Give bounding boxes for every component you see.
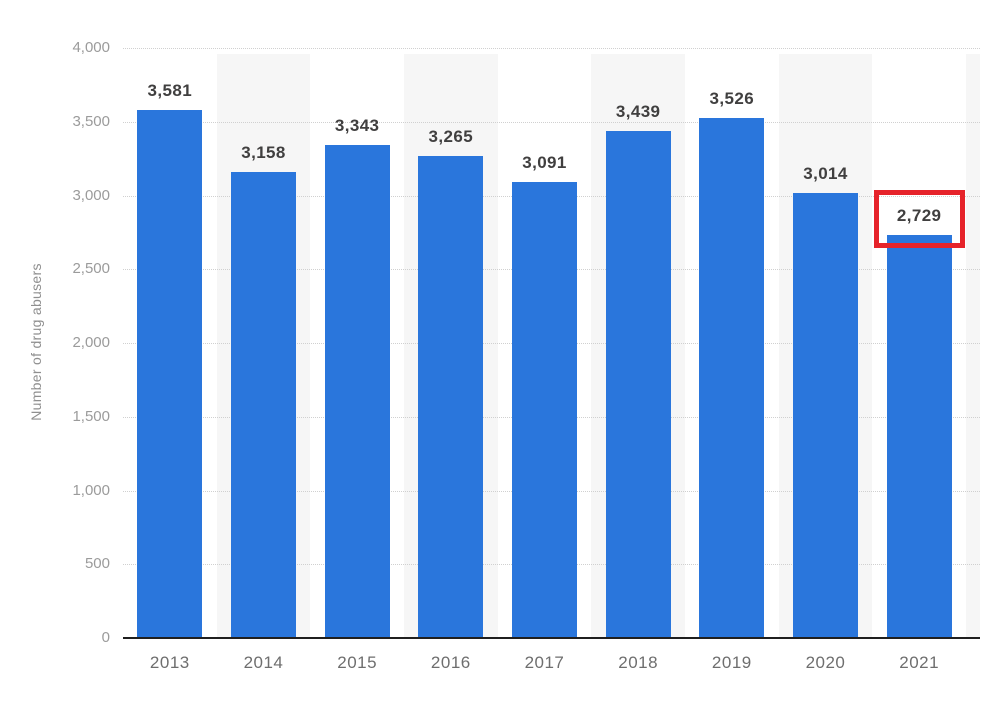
bar-2017[interactable] [512, 182, 577, 638]
bar-value-label: 3,014 [803, 164, 848, 184]
bar-value-label: 3,439 [615, 101, 661, 121]
bar-value-label: 3,581 [147, 80, 193, 100]
bar-value-label: 2,729 [896, 206, 942, 226]
highlight-box [873, 190, 965, 249]
bar-2015[interactable] [324, 144, 390, 638]
bar-2013[interactable] [137, 109, 203, 638]
x-tick-label: 2017 [524, 653, 565, 672]
y-tick-label: 2,500 [72, 260, 110, 278]
y-axis-title: Number of drug abusers [28, 263, 44, 421]
bar-2018[interactable] [605, 130, 671, 638]
bar-value-label: 3,343 [334, 115, 380, 135]
x-tick-label: 2015 [337, 653, 378, 672]
bar-value-label: 3,158 [241, 143, 286, 163]
bar-2014[interactable] [231, 172, 296, 638]
bar-value-label: 3,526 [709, 88, 755, 108]
bar-2016[interactable] [418, 156, 484, 638]
y-tick-label: 1,500 [72, 407, 110, 425]
alt-background-band [966, 54, 980, 638]
x-tick-label: 2018 [618, 653, 659, 672]
y-tick-label: 0 [101, 629, 110, 646]
y-tick-label: 4,000 [72, 39, 110, 56]
x-tick-label: 2016 [430, 653, 471, 672]
x-tick-label: 2019 [711, 653, 752, 672]
y-tick-label: 500 [84, 555, 110, 573]
gridline [123, 121, 980, 123]
x-tick-label: 2014 [243, 653, 284, 672]
x-tick-label: 2020 [805, 653, 846, 672]
y-tick-label: 2,000 [72, 334, 110, 351]
bar-value-label: 3,265 [428, 127, 474, 147]
bar-2020[interactable] [793, 193, 858, 638]
x-tick-label: 2013 [149, 653, 190, 672]
y-tick-label: 3,500 [72, 112, 110, 130]
x-tick-label: 2021 [899, 653, 940, 672]
bar-value-label: 3,091 [522, 153, 567, 173]
x-axis-line [123, 637, 980, 639]
bar-2019[interactable] [699, 117, 765, 638]
y-tick-label: 3,000 [72, 186, 110, 204]
gridline [123, 48, 980, 49]
y-tick-label: 1,000 [72, 481, 110, 499]
bar-2021[interactable] [886, 235, 952, 638]
